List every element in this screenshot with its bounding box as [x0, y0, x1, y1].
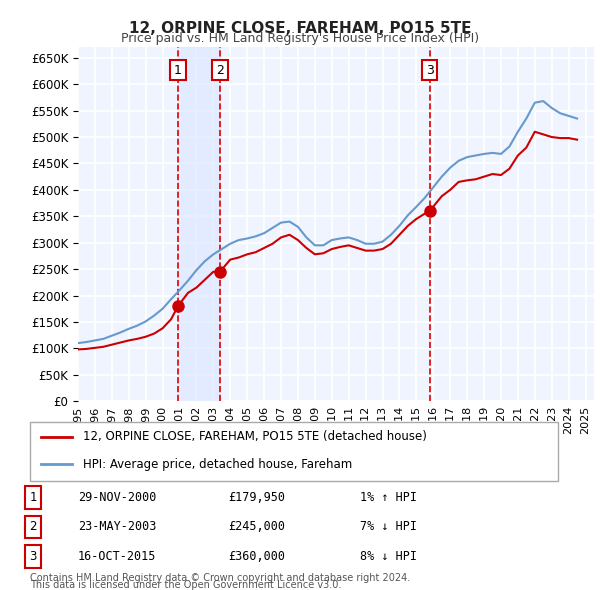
Text: £179,950: £179,950 [228, 491, 285, 504]
Text: 1: 1 [174, 64, 182, 77]
Text: £360,000: £360,000 [228, 550, 285, 563]
Text: 8% ↓ HPI: 8% ↓ HPI [360, 550, 417, 563]
Text: 3: 3 [426, 64, 434, 77]
FancyBboxPatch shape [30, 422, 558, 481]
Text: This data is licensed under the Open Government Licence v3.0.: This data is licensed under the Open Gov… [30, 579, 341, 589]
Text: 29-NOV-2000: 29-NOV-2000 [78, 491, 157, 504]
Text: 1: 1 [29, 491, 37, 504]
Text: 2: 2 [216, 64, 224, 77]
Bar [178, 47, 220, 401]
Text: 23-MAY-2003: 23-MAY-2003 [78, 520, 157, 533]
Text: Contains HM Land Registry data © Crown copyright and database right 2024.: Contains HM Land Registry data © Crown c… [30, 572, 410, 582]
Text: 12, ORPINE CLOSE, FAREHAM, PO15 5TE: 12, ORPINE CLOSE, FAREHAM, PO15 5TE [129, 21, 471, 35]
Text: 12, ORPINE CLOSE, FAREHAM, PO15 5TE (detached house): 12, ORPINE CLOSE, FAREHAM, PO15 5TE (det… [83, 430, 427, 443]
Text: 7% ↓ HPI: 7% ↓ HPI [360, 520, 417, 533]
Text: 1% ↑ HPI: 1% ↑ HPI [360, 491, 417, 504]
Text: 3: 3 [29, 550, 37, 563]
Text: Price paid vs. HM Land Registry's House Price Index (HPI): Price paid vs. HM Land Registry's House … [121, 32, 479, 45]
Text: 2: 2 [29, 520, 37, 533]
Text: HPI: Average price, detached house, Fareham: HPI: Average price, detached house, Fare… [83, 458, 352, 471]
Text: 16-OCT-2015: 16-OCT-2015 [78, 550, 157, 563]
Text: £245,000: £245,000 [228, 520, 285, 533]
